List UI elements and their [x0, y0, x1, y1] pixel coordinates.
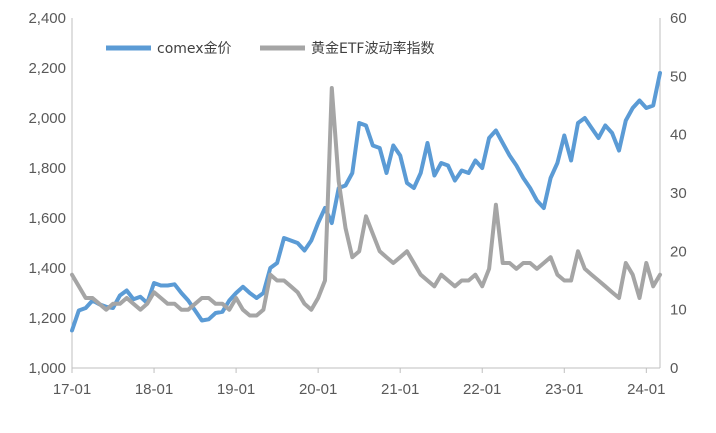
- x-axis-ticks: 17-01 18-01 19-01 20-01 21-01 22-01 23-01 24-01: [53, 368, 666, 398]
- left-tick-label: 1,600: [28, 210, 66, 227]
- x-tick-label: 23-01: [545, 381, 583, 398]
- legend: comex金价 黄金ETF波动率指数: [106, 40, 434, 57]
- right-tick-label: 40: [670, 127, 687, 144]
- x-tick-label: 22-01: [463, 381, 501, 398]
- series-layer: [70, 71, 662, 333]
- x-tick-label: 20-01: [299, 381, 337, 398]
- right-tick-label: 50: [670, 68, 687, 85]
- series-line-comex-gold: [70, 71, 662, 333]
- left-tick-label: 1,000: [28, 360, 66, 377]
- left-tick-label: 1,200: [28, 310, 66, 327]
- x-tick-label: 21-01: [381, 381, 419, 398]
- x-tick-label: 17-01: [53, 381, 91, 398]
- series-line-etf-volatility: [70, 86, 662, 318]
- right-tick-label: 0: [670, 360, 678, 377]
- x-tick-label: 24-01: [627, 381, 665, 398]
- right-tick-label: 20: [670, 243, 687, 260]
- x-tick-label: 19-01: [217, 381, 255, 398]
- left-tick-label: 1,800: [28, 160, 66, 177]
- right-axis-ticks: 0 10 20 30 40 50 60: [670, 10, 687, 377]
- right-tick-label: 30: [670, 185, 687, 202]
- legend-label-etf-vol: 黄金ETF波动率指数: [311, 40, 434, 57]
- left-tick-label: 2,400: [28, 10, 66, 27]
- left-tick-label: 1,400: [28, 260, 66, 277]
- right-tick-label: 10: [670, 302, 687, 319]
- left-tick-label: 2,000: [28, 110, 66, 127]
- x-tick-label: 18-01: [135, 381, 173, 398]
- left-axis-ticks: 1,000 1,200 1,400 1,600 1,800 2,000 2,200 2,400: [28, 10, 66, 377]
- left-tick-label: 2,200: [28, 60, 66, 77]
- legend-label-comex: comex金价: [157, 41, 232, 57]
- right-tick-label: 60: [670, 10, 687, 27]
